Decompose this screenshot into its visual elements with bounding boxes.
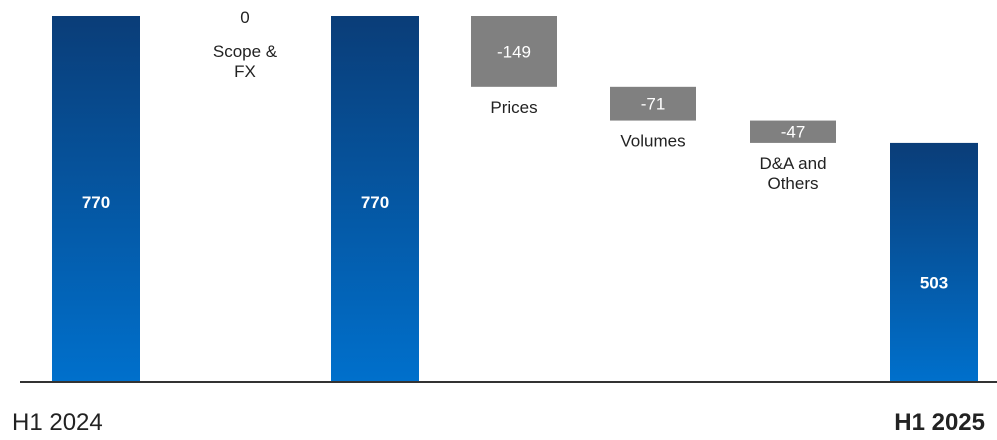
bar-value-label-0: 770 [82,193,110,212]
category-label-3: Prices [490,98,537,117]
bars-layer: 770 0 Scope & FX 770 -149 Prices -71 Volumes -47 D… [52,8,978,382]
category-label-4: Volumes [620,132,685,151]
bar-delta-5 [750,120,836,143]
axis-start-label: H1 2024 [12,409,103,436]
bar-total-6 [890,142,978,382]
category-label-1: Scope & FX [213,42,278,81]
bar-value-label-2: 770 [361,193,389,212]
bar-delta-4 [610,86,696,121]
axis-end-label: H1 2025 [894,409,985,436]
bar-value-label-3: -149 [497,42,531,61]
bar-value-label-6: 503 [920,273,948,292]
bar-total-2 [331,16,419,382]
bar-value-label-1: 0 [240,8,249,27]
bar-delta-3 [471,16,557,87]
category-label-5: D&A and Others [759,154,826,193]
bar-total-0 [52,16,140,382]
bar-value-label-5: -47 [781,123,806,142]
bar-value-label-4: -71 [641,95,666,114]
